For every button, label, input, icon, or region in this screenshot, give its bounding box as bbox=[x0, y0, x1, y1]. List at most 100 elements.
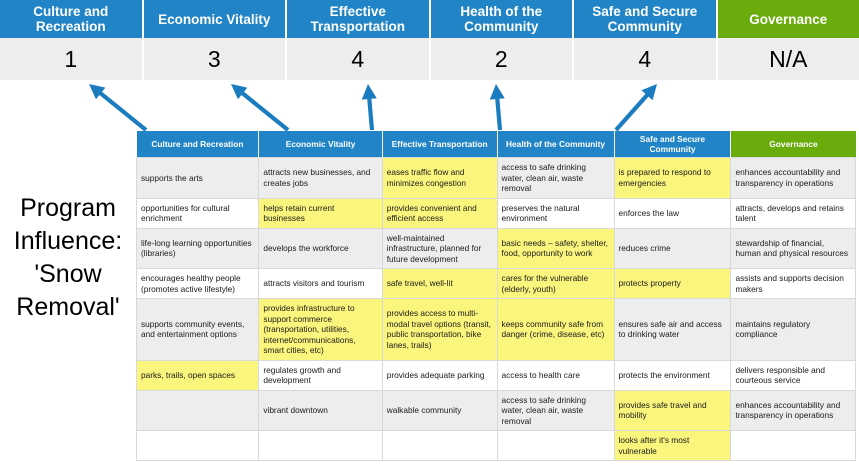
matrix-cell: assists and supports decision makers bbox=[730, 268, 856, 299]
matrix-cell: provides access to multi-modal travel op… bbox=[381, 298, 498, 361]
matrix-cell: supports the arts bbox=[135, 157, 260, 199]
matrix-cell: ensures safe air and access to drinking … bbox=[613, 298, 732, 361]
matrix-cell: stewardship of financial, human and phys… bbox=[730, 227, 856, 269]
matrix-cell: helps retain current businesses bbox=[258, 197, 383, 229]
scorecard-value-culture-and-recreation: 1 bbox=[0, 38, 142, 80]
matrix-cell: protects the environment bbox=[613, 359, 732, 391]
matrix-header-effective-transportation: Effective Transportation bbox=[382, 131, 498, 158]
matrix-header-row: Culture and Recreation Economic Vitality… bbox=[136, 131, 856, 158]
arrow-head bbox=[361, 84, 377, 100]
scorecard-value-effective-transportation: 4 bbox=[287, 38, 429, 80]
arrow-shaft bbox=[238, 89, 290, 132]
program-influence-caption: Program Influence: 'Snow Removal' bbox=[13, 194, 123, 321]
matrix-cell: keeps community safe from danger (crime,… bbox=[496, 298, 615, 361]
scorecard-column-governance: Governance N/A bbox=[717, 0, 859, 80]
scorecard-value-safe-and-secure-community: 4 bbox=[574, 38, 716, 80]
matrix-row: supports the arts attracts new businesses… bbox=[135, 157, 856, 199]
matrix-cell: develops the workforce bbox=[258, 227, 383, 269]
matrix-cell: vibrant downtown bbox=[258, 389, 383, 431]
matrix-header-safe-and-secure-community: Safe and Secure Community bbox=[614, 131, 732, 158]
matrix-header-economic-vitality: Economic Vitality bbox=[258, 131, 383, 158]
arrow-to-effective-transportation bbox=[361, 84, 377, 131]
arrow-to-economic-vitality bbox=[231, 84, 290, 132]
matrix-cell: supports community events, and entertain… bbox=[135, 298, 260, 361]
matrix-cell: attracts new businesses, and creates job… bbox=[258, 157, 383, 199]
scorecard-header-governance: Governance bbox=[717, 0, 859, 38]
matrix-cell: attracts, develops and retains talent bbox=[730, 197, 856, 229]
matrix-cell: protects property bbox=[613, 268, 732, 299]
scorecard-header-economic-vitality: Economic Vitality bbox=[143, 0, 285, 38]
matrix-cell bbox=[381, 430, 498, 461]
matrix-cell: regulates growth and development bbox=[258, 359, 383, 391]
arrow-head bbox=[489, 84, 505, 100]
scorecard-strip: Culture and Recreation 1 Economic Vitali… bbox=[0, 0, 859, 80]
matrix-row: supports community events, and entertain… bbox=[135, 298, 856, 361]
scorecard-header-health-of-the-community: Health of the Community bbox=[430, 0, 572, 38]
scorecard-value-governance: N/A bbox=[717, 38, 859, 80]
matrix-cell: encourages healthy people (promotes acti… bbox=[135, 268, 260, 299]
arrow-shaft bbox=[494, 94, 503, 131]
matrix-cell: provides infrastructure to support comme… bbox=[258, 298, 383, 361]
matrix-cell: provides safe travel and mobility bbox=[613, 389, 732, 431]
matrix-cell: reduces crime bbox=[613, 227, 732, 269]
matrix-cell: provides convenient and efficient access bbox=[381, 197, 498, 229]
matrix-row: looks after it's most vulnerable bbox=[135, 430, 856, 461]
arrow-head bbox=[641, 84, 657, 101]
matrix-row: life-long learning opportunities (librar… bbox=[135, 227, 856, 269]
arrow-head bbox=[231, 84, 248, 100]
matrix-cell: access to health care bbox=[496, 359, 615, 391]
scorecard-value-economic-vitality: 3 bbox=[143, 38, 285, 80]
matrix-header-governance: Governance bbox=[730, 131, 856, 158]
matrix-header-row-group: Culture and Recreation Economic Vitality… bbox=[136, 131, 856, 158]
matrix-cell bbox=[496, 430, 615, 461]
matrix-cell: enhances accountability and transparency… bbox=[730, 157, 856, 199]
scorecard-column-economic-vitality: Economic Vitality 3 bbox=[143, 0, 287, 80]
matrix-cell bbox=[135, 389, 260, 431]
scorecard-header-safe-and-secure-community: Safe and Secure Community bbox=[574, 0, 716, 38]
matrix-cell: safe travel, well-lit bbox=[381, 268, 498, 299]
matrix-cell: opportunities for cultural enrichment bbox=[135, 197, 260, 229]
scorecard-column-culture-and-recreation: Culture and Recreation 1 bbox=[0, 0, 144, 80]
matrix-cell: eases traffic flow and minimizes congest… bbox=[381, 157, 498, 199]
arrow-group bbox=[89, 84, 657, 132]
matrix-cell: access to safe drinking water, clean air… bbox=[496, 157, 615, 199]
matrix-cell: enhances accountability and transparency… bbox=[730, 389, 856, 431]
matrix-cell: looks after it's most vulnerable bbox=[613, 430, 732, 461]
scorecard-column-effective-transportation: Effective Transportation 4 bbox=[287, 0, 431, 80]
arrow-shaft bbox=[366, 94, 375, 131]
arrow-to-health-of-the-community bbox=[489, 84, 505, 131]
matrix-cell: provides adequate parking bbox=[381, 359, 498, 391]
scorecard-header-effective-transportation: Effective Transportation bbox=[287, 0, 429, 38]
matrix-cell bbox=[135, 430, 260, 461]
matrix-cell: walkable community bbox=[381, 389, 498, 431]
matrix-cell: maintains regulatory compliance bbox=[730, 298, 856, 361]
matrix-cell: access to safe drinking water, clean air… bbox=[496, 389, 615, 431]
scorecard-column-health-of-the-community: Health of the Community 2 bbox=[430, 0, 574, 80]
matrix-cell: attracts visitors and tourism bbox=[258, 268, 383, 299]
matrix-body: supports the arts attracts new businesses… bbox=[135, 157, 856, 461]
matrix-cell: well-maintained infrastructure, planned … bbox=[381, 227, 498, 269]
scorecard-column-safe-and-secure-community: Safe and Secure Community 4 bbox=[574, 0, 718, 80]
matrix-cell: cares for the vulnerable (elderly, youth… bbox=[496, 268, 615, 299]
matrix-cell: is prepared to respond to emergencies bbox=[613, 157, 732, 199]
matrix-header-culture-and-recreation: Culture and Recreation bbox=[136, 131, 260, 158]
arrow-to-culture-and-recreation bbox=[89, 84, 148, 132]
arrow-to-safe-and-secure-community bbox=[614, 84, 657, 132]
matrix-cell: life-long learning opportunities (librar… bbox=[135, 227, 260, 269]
matrix-row: parks, trails, open spaces regulates grow… bbox=[135, 359, 856, 391]
scorecard-value-health-of-the-community: 2 bbox=[430, 38, 572, 80]
matrix-row: encourages healthy people (promotes acti… bbox=[135, 268, 856, 299]
matrix-cell bbox=[258, 430, 383, 461]
matrix-row: opportunities for cultural enrichment hel… bbox=[135, 197, 856, 229]
influence-matrix-table: Culture and Recreation Economic Vitality… bbox=[135, 131, 856, 461]
arrow-shaft bbox=[614, 90, 652, 132]
matrix-header-health-of-the-community: Health of the Community bbox=[497, 131, 615, 158]
scorecard-header-culture-and-recreation: Culture and Recreation bbox=[0, 0, 142, 38]
matrix-cell: preserves the natural environment bbox=[496, 197, 615, 229]
matrix-cell: delivers responsible and courteous servi… bbox=[730, 359, 856, 391]
arrow-shaft bbox=[96, 89, 148, 132]
arrow-head bbox=[89, 84, 106, 100]
matrix-row: vibrant downtown walkable community access… bbox=[135, 389, 856, 431]
matrix-cell: parks, trails, open spaces bbox=[135, 359, 260, 391]
